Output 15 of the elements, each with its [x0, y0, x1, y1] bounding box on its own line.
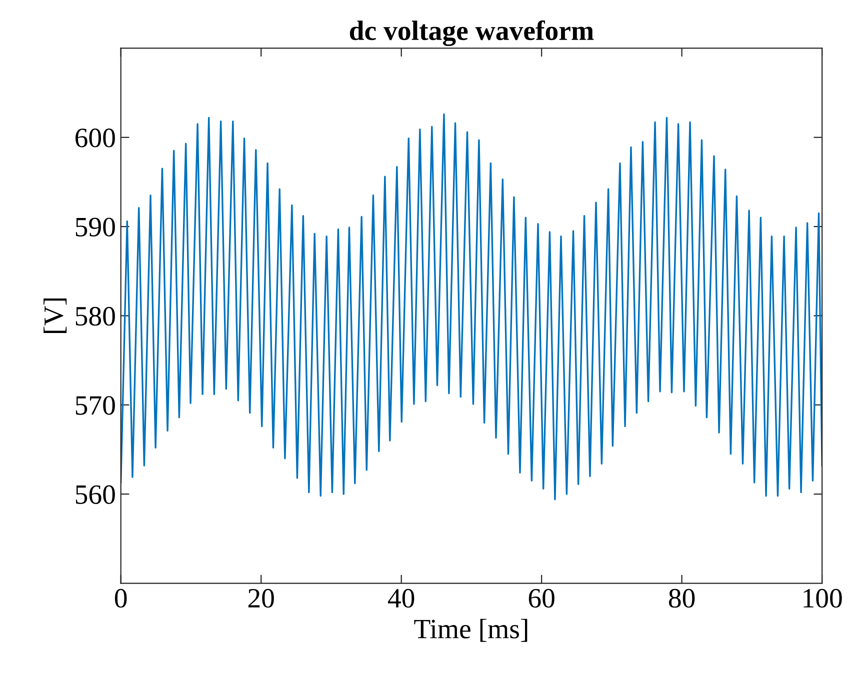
y-tick-label: 580 — [76, 306, 115, 326]
y-axis-title: [V] — [44, 298, 67, 333]
y-tick-label: 590 — [76, 218, 115, 236]
chart-title: dc voltage waveform — [350, 20, 594, 46]
y-tick-label: 600 — [76, 128, 115, 148]
x-tick-label: 100 — [804, 588, 842, 608]
x-axis-title: Time [ms] — [414, 618, 528, 642]
x-tick-label: 60 — [528, 588, 554, 608]
x-tick-label: 20 — [248, 588, 274, 608]
y-tick-label: 570 — [76, 396, 115, 415]
line-series — [120, 113, 822, 500]
y-tick-label: 560 — [76, 485, 115, 504]
x-tick-label: 80 — [668, 588, 695, 608]
x-tick-label: 0 — [114, 588, 127, 608]
x-tick-label: 40 — [388, 588, 414, 608]
